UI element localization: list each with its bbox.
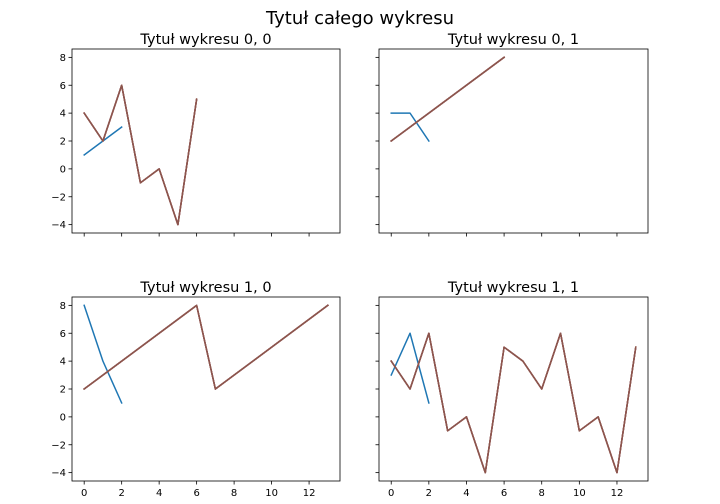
x-tick-label: 6 (193, 488, 199, 499)
y-tick-label: 4 (60, 109, 66, 120)
y-tick-label: 0 (60, 412, 66, 423)
series-line-5 (390, 332, 637, 474)
y-tick-label: 8 (60, 53, 66, 64)
subplot-1: Tytuł wykresu 0, 1 (375, 32, 649, 237)
subplot-title: Tytuł wykresu 1, 1 (447, 280, 579, 296)
y-tick-label: −4 (51, 220, 66, 231)
subplot-title: Tytuł wykresu 1, 0 (139, 280, 271, 296)
series-line-0 (390, 112, 430, 143)
series-line-4 (83, 84, 198, 226)
x-tick-label: 2 (118, 488, 124, 499)
y-tick-label: 2 (60, 137, 66, 148)
axes-frame (378, 48, 649, 234)
series-line-1 (83, 84, 198, 226)
series-line-5 (390, 56, 506, 143)
x-tick-label: 12 (611, 488, 624, 499)
x-tick-label: 4 (463, 488, 469, 499)
y-tick-label: −2 (51, 440, 66, 451)
x-tick-label: 6 (501, 488, 507, 499)
x-tick-label: 8 (231, 488, 237, 499)
figure-suptitle: Tytuł całego wykresu (265, 8, 454, 29)
x-tick-label: 8 (539, 488, 545, 499)
subplot-0: Tytuł wykresu 0, 0 −4 −2 0 2 4 6 8 (51, 32, 341, 237)
series-line-0 (83, 304, 123, 404)
series-line-0 (390, 332, 430, 404)
axes-frame (71, 48, 341, 234)
subplot-title: Tytuł wykresu 0, 0 (139, 32, 271, 48)
x-tick-label: 12 (303, 488, 316, 499)
x-tick-label: 10 (265, 488, 278, 499)
y-tick-label: −4 (51, 468, 66, 479)
series-line-5 (83, 304, 329, 391)
y-tick-label: 2 (60, 385, 66, 396)
y-tick-label: 0 (60, 164, 66, 175)
axes-frame (378, 296, 649, 482)
y-tick-label: 6 (60, 329, 66, 340)
y-tick-label: 6 (60, 81, 66, 92)
subplot-3: Tytuł wykresu 1, 1 0 2 4 6 8 10 12 (375, 280, 649, 499)
y-tick-label: −2 (51, 192, 66, 203)
x-tick-label: 0 (81, 488, 87, 499)
x-tick-label: 0 (388, 488, 394, 499)
x-tick-label: 10 (573, 488, 586, 499)
subplot-title: Tytuł wykresu 0, 1 (447, 32, 579, 48)
y-tick-label: 8 (60, 301, 66, 312)
series-line-2 (83, 84, 198, 226)
x-tick-label: 2 (426, 488, 432, 499)
series-line-5 (83, 84, 198, 226)
series-line-3 (83, 84, 198, 226)
x-tick-label: 4 (156, 488, 162, 499)
axes-frame (71, 296, 341, 482)
subplot-2: Tytuł wykresu 1, 0 −4 −2 0 2 4 6 8 0 2 4 6 8 10 12 (51, 280, 341, 499)
y-tick-label: 4 (60, 357, 66, 368)
